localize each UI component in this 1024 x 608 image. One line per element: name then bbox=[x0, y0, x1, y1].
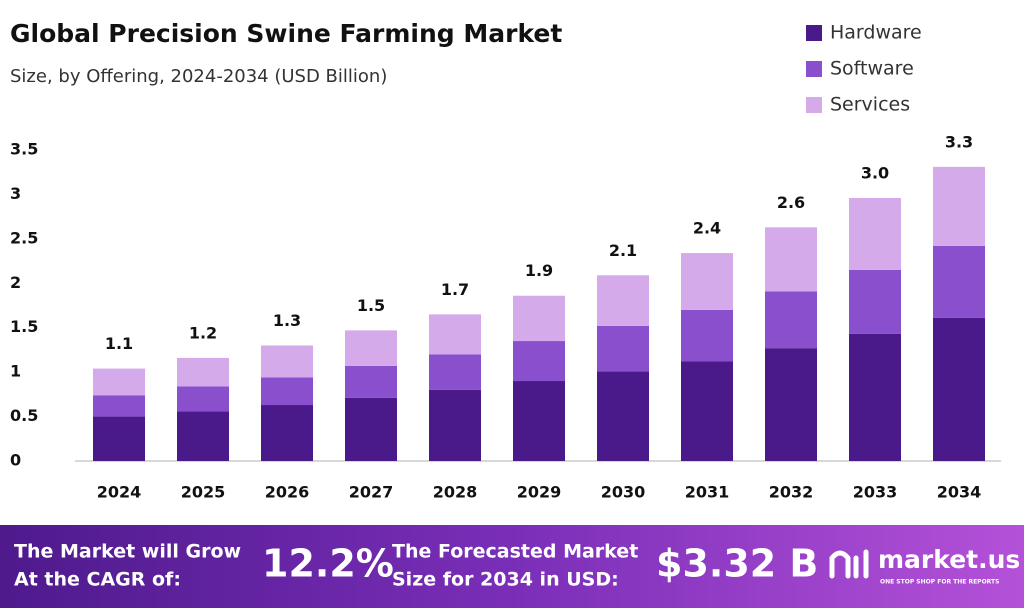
bar-segment bbox=[261, 377, 313, 406]
y-tick-label: 3.5 bbox=[10, 140, 38, 159]
cagr-text: The Market will Grow bbox=[14, 541, 241, 563]
bar-segment bbox=[513, 381, 565, 461]
chart-subtitle: Size, by Offering, 2024-2034 (USD Billio… bbox=[10, 66, 387, 87]
bar-segment bbox=[345, 365, 397, 398]
total-label: 3.3 bbox=[945, 132, 973, 151]
bar-segment bbox=[681, 309, 733, 362]
bar-segment bbox=[933, 245, 985, 318]
total-label: 1.1 bbox=[105, 334, 133, 353]
bar-segment bbox=[765, 348, 817, 461]
total-label: 3.0 bbox=[861, 163, 889, 182]
x-tick-label: 2034 bbox=[937, 483, 982, 502]
bar-segment bbox=[429, 389, 481, 461]
chart-title: Global Precision Swine Farming Market bbox=[10, 19, 562, 48]
total-label: 1.7 bbox=[441, 280, 469, 299]
x-tick-label: 2033 bbox=[853, 483, 898, 502]
y-tick-label: 1.5 bbox=[10, 317, 38, 336]
y-tick-label: 0.5 bbox=[10, 406, 38, 425]
total-label: 2.1 bbox=[609, 241, 637, 260]
brand-name: market.us bbox=[878, 545, 1020, 574]
plot: 0 0.5 1 1.5 2 2.5 3 3.5 1.1 2024 1.2 2025 1.3 2026 1.5… bbox=[10, 22, 1001, 502]
y-tick-label: 0 bbox=[10, 451, 21, 470]
forecast-value: $3.32 B bbox=[656, 542, 818, 586]
bar-segment bbox=[429, 354, 481, 390]
footer-banner bbox=[0, 525, 1024, 608]
bar-segment bbox=[513, 295, 565, 342]
forecast-text: The Forecasted Market bbox=[392, 541, 638, 563]
total-label: 1.9 bbox=[525, 261, 553, 280]
x-tick-label: 2026 bbox=[265, 483, 310, 502]
total-label: 2.4 bbox=[693, 219, 721, 238]
x-tick-label: 2024 bbox=[97, 483, 142, 502]
x-tick-label: 2030 bbox=[601, 483, 646, 502]
y-tick-label: 1 bbox=[10, 362, 21, 381]
total-label: 1.3 bbox=[273, 311, 301, 330]
bar-segment bbox=[513, 341, 565, 382]
legend-swatch bbox=[806, 97, 822, 113]
bar-segment bbox=[345, 330, 397, 366]
total-label: 1.5 bbox=[357, 296, 385, 315]
bar-segment bbox=[261, 345, 313, 378]
bar-segment bbox=[765, 227, 817, 292]
bar-segment bbox=[933, 317, 985, 461]
brand-logo bbox=[829, 549, 869, 579]
bar-segment bbox=[849, 269, 901, 334]
bar-segment bbox=[681, 361, 733, 461]
bar-segment bbox=[933, 166, 985, 246]
x-tick-label: 2029 bbox=[517, 483, 562, 502]
legend-label: Services bbox=[830, 94, 910, 116]
bar-segment bbox=[345, 397, 397, 461]
y-tick-label: 2.5 bbox=[10, 228, 38, 247]
brand-tagline: ONE STOP SHOP FOR THE REPORTS bbox=[880, 579, 999, 586]
bar-segment bbox=[597, 371, 649, 461]
total-label: 2.6 bbox=[777, 193, 805, 212]
x-tick-label: 2031 bbox=[685, 483, 730, 502]
bar-segment bbox=[429, 314, 481, 355]
bar-segment bbox=[597, 325, 649, 372]
bar-segment bbox=[93, 416, 145, 461]
legend-swatch bbox=[806, 61, 822, 77]
legend-label: Hardware bbox=[830, 22, 922, 44]
forecast-text: Size for 2034 in USD: bbox=[392, 569, 619, 591]
x-tick-label: 2032 bbox=[769, 483, 814, 502]
bar-segment bbox=[93, 368, 145, 396]
x-tick-label: 2027 bbox=[349, 483, 394, 502]
bar-segment bbox=[765, 291, 817, 349]
x-tick-label: 2025 bbox=[181, 483, 226, 502]
bar-segment bbox=[177, 386, 229, 412]
bar-segment bbox=[681, 253, 733, 310]
legend-swatch bbox=[806, 25, 822, 41]
bar-segment bbox=[177, 411, 229, 461]
x-tick-label: 2028 bbox=[433, 483, 478, 502]
bar-segment bbox=[849, 333, 901, 461]
bar-segment bbox=[177, 357, 229, 387]
cagr-value: 12.2% bbox=[262, 542, 394, 586]
cagr-text: At the CAGR of: bbox=[14, 569, 181, 591]
bar-segment bbox=[849, 197, 901, 270]
total-label: 1.2 bbox=[189, 323, 217, 342]
bar-segment bbox=[93, 395, 145, 417]
y-tick-label: 2 bbox=[10, 273, 21, 292]
legend-label: Software bbox=[830, 58, 914, 80]
y-tick-label: 3 bbox=[10, 184, 21, 203]
bar-segment bbox=[261, 405, 313, 461]
bar-segment bbox=[597, 275, 649, 326]
